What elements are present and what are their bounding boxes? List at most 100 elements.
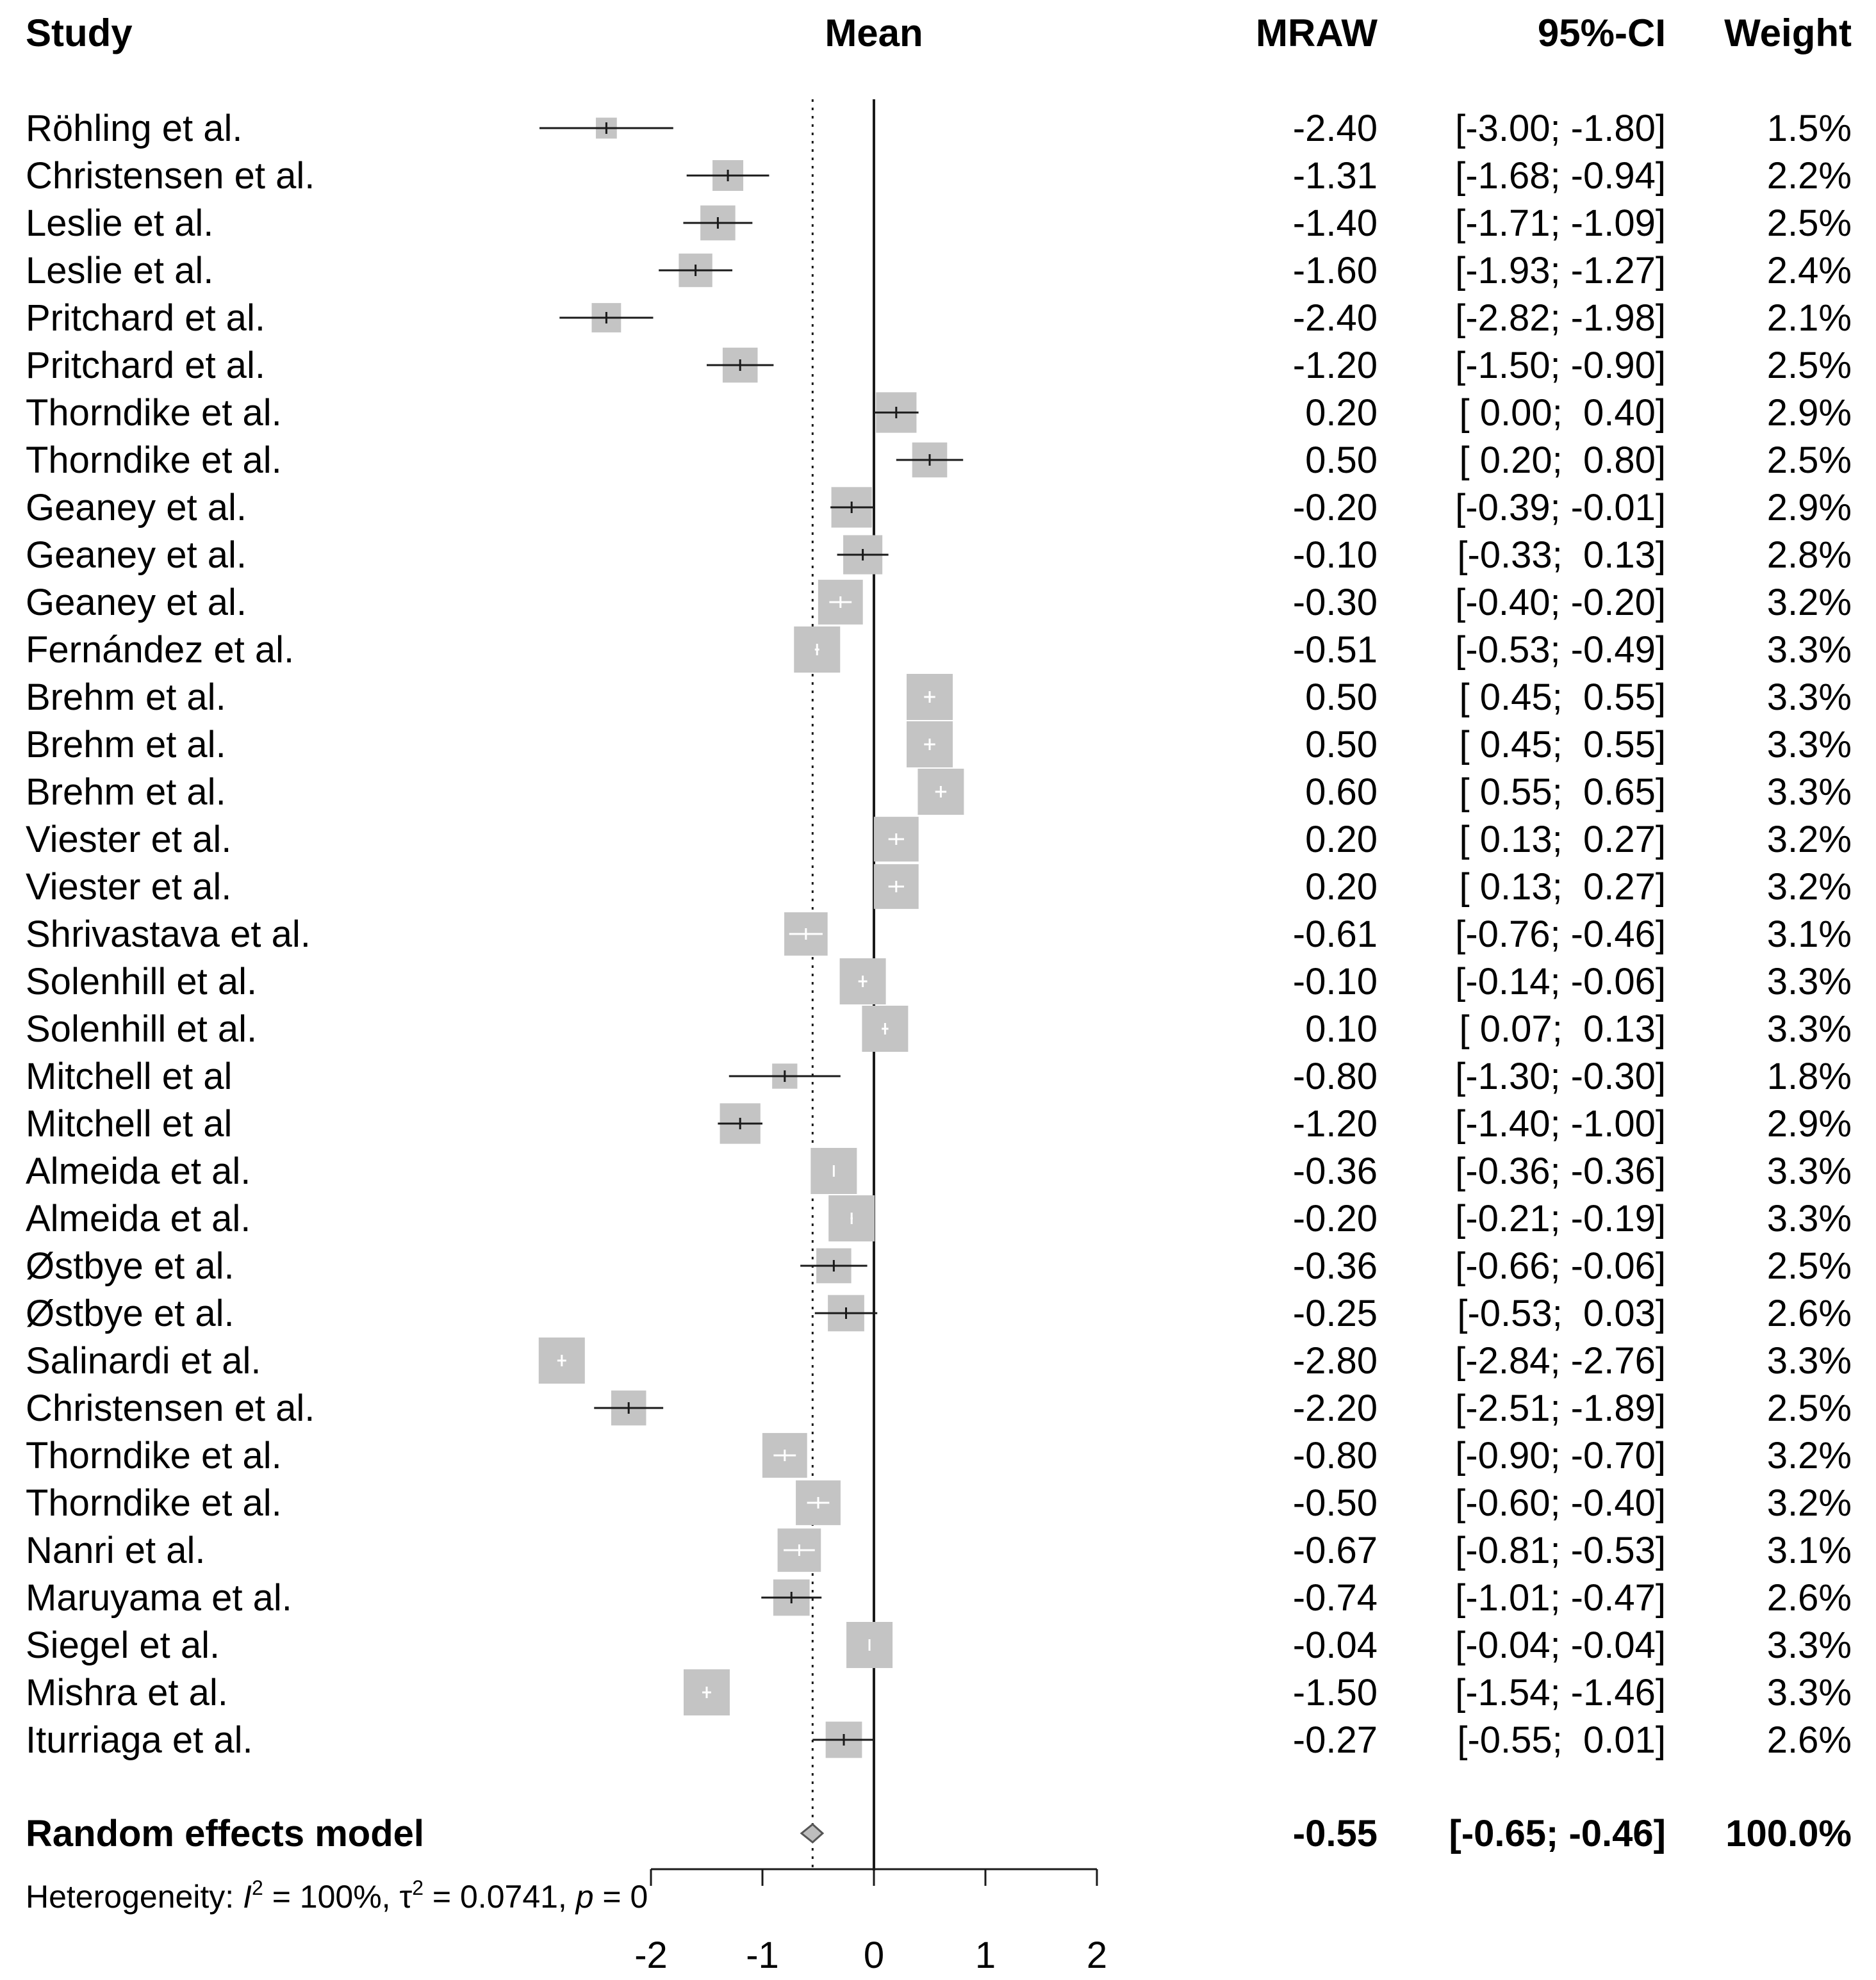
header-weight: Weight [1724, 12, 1852, 54]
pooled-row: Random effects model -0.55 [-0.65; -0.46… [26, 1813, 1852, 1854]
study-name: Almeida et al. [26, 1198, 251, 1240]
weight-value: 3.3% [1767, 1198, 1852, 1240]
mraw-value: -2.80 [1293, 1340, 1378, 1382]
weight-value: 2.9% [1767, 487, 1852, 528]
ci-value: [-1.50; -0.90] [1455, 345, 1666, 386]
heterogeneity-text: Heterogeneity: I2 = 100%, τ2 = 0.0741, p… [26, 1876, 648, 1915]
mraw-value: -0.30 [1293, 582, 1378, 623]
mraw-value: 0.20 [1305, 819, 1378, 860]
pooled-label: Random effects model [26, 1813, 424, 1854]
study-name: Østbye et al. [26, 1293, 234, 1334]
ci-value: [-0.14; -0.06] [1455, 961, 1666, 1002]
pooled-diamond [800, 1823, 825, 1844]
study-row: Christensen et al. -1.31 [-1.68; -0.94] 2.2… [26, 155, 1852, 197]
study-name: Leslie et al. [26, 250, 213, 291]
ci-value: [-0.76; -0.46] [1455, 913, 1666, 955]
study-name: Geaney et al. [26, 534, 247, 576]
ci-value: [-1.54; -1.46] [1455, 1672, 1666, 1714]
study-row: Geaney et al. -0.30 [-0.40; -0.20] 3.2% [26, 580, 1852, 625]
weight-value: 3.3% [1767, 1340, 1852, 1382]
weight-value: 2.1% [1767, 297, 1852, 339]
ci-value: [-3.00; -1.80] [1455, 108, 1666, 149]
study-name: Iturriaga et al. [26, 1719, 253, 1761]
mraw-value: 0.60 [1305, 771, 1378, 813]
study-name: Shrivastava et al. [26, 913, 311, 955]
mraw-value: -0.10 [1293, 961, 1378, 1002]
mraw-value: -0.04 [1293, 1624, 1378, 1666]
mraw-value: -0.67 [1293, 1530, 1378, 1571]
weight-value: 3.2% [1767, 866, 1852, 908]
study-name: Leslie et al. [26, 202, 213, 244]
study-name: Röhling et al. [26, 108, 243, 149]
mraw-value: 0.20 [1305, 392, 1378, 434]
ci-value: [-0.53; 0.03] [1457, 1293, 1666, 1334]
weight-value: 2.9% [1767, 392, 1852, 434]
study-row: Shrivastava et al. -0.61 [-0.76; -0.46] 3.1… [26, 912, 1852, 956]
study-name: Brehm et al. [26, 724, 226, 765]
study-row: Mitchell et al -1.20 [-1.40; -1.00] 2.9% [26, 1103, 1852, 1145]
ci-value: [-0.33; 0.13] [1457, 534, 1666, 576]
header-study: Study [26, 12, 133, 54]
mraw-value: -1.20 [1293, 1103, 1378, 1145]
weight-value: 2.6% [1767, 1577, 1852, 1619]
mraw-value: -0.61 [1293, 913, 1378, 955]
study-name: Pritchard et al. [26, 345, 265, 386]
study-row: Röhling et al. -2.40 [-3.00; -1.80] 1.5% [26, 108, 1852, 149]
mraw-value: -0.51 [1293, 629, 1378, 671]
ci-value: [ 0.20; 0.80] [1460, 439, 1666, 481]
mraw-value: -0.74 [1293, 1577, 1378, 1619]
weight-value: 3.2% [1767, 1482, 1852, 1524]
study-row: Thorndike et al. -0.50 [-0.60; -0.40] 3.2% [26, 1480, 1852, 1525]
study-row: Mitchell et al -0.80 [-1.30; -0.30] 1.8% [26, 1056, 1852, 1097]
pooled-weight: 100.0% [1725, 1813, 1852, 1854]
study-row: Solenhill et al. 0.10 [ 0.07; 0.13] 3.3% [26, 1006, 1852, 1052]
study-name: Viester et al. [26, 819, 231, 860]
weight-value: 3.3% [1767, 1672, 1852, 1714]
weight-value: 2.5% [1767, 1387, 1852, 1429]
study-row: Pritchard et al. -1.20 [-1.50; -0.90] 2.5% [26, 345, 1852, 386]
study-name: Almeida et al. [26, 1150, 251, 1192]
study-row: Solenhill et al. -0.10 [-0.14; -0.06] 3.3% [26, 958, 1852, 1004]
weight-value: 2.6% [1767, 1719, 1852, 1761]
weight-value: 3.3% [1767, 724, 1852, 765]
mraw-value: 0.20 [1305, 866, 1378, 908]
weight-value: 2.6% [1767, 1293, 1852, 1334]
header-mraw: MRAW [1256, 12, 1378, 54]
mraw-value: 0.50 [1305, 724, 1378, 765]
study-row: Christensen et al. -2.20 [-2.51; -1.89] 2.5… [26, 1387, 1852, 1429]
x-tick-label: -1 [746, 1935, 779, 1976]
weight-value: 3.3% [1767, 1150, 1852, 1192]
mraw-value: -2.20 [1293, 1387, 1378, 1429]
het-i2-symbol: I [243, 1879, 252, 1915]
weight-value: 1.5% [1767, 108, 1852, 149]
weight-value: 3.3% [1767, 771, 1852, 813]
weight-value: 3.2% [1767, 819, 1852, 860]
study-row: Viester et al. 0.20 [ 0.13; 0.27] 3.2% [26, 817, 1852, 862]
weight-value: 3.3% [1767, 1008, 1852, 1050]
weight-value: 3.2% [1767, 582, 1852, 623]
study-row: Brehm et al. 0.60 [ 0.55; 0.65] 3.3% [26, 769, 1852, 815]
mraw-value: -2.40 [1293, 108, 1378, 149]
mraw-value: -1.60 [1293, 250, 1378, 291]
het-tau-symbol: τ [399, 1879, 412, 1915]
ci-value: [-0.53; -0.49] [1455, 629, 1666, 671]
study-name: Christensen et al. [26, 1387, 315, 1429]
study-row: Siegel et al. -0.04 [-0.04; -0.04] 3.3% [26, 1622, 1852, 1668]
x-tick-label: -2 [634, 1935, 668, 1976]
study-row: Salinardi et al. -2.80 [-2.84; -2.76] 3.3% [26, 1338, 1852, 1384]
study-row: Pritchard et al. -2.40 [-2.82; -1.98] 2.1% [26, 297, 1852, 339]
study-name: Solenhill et al. [26, 961, 257, 1002]
ci-value: [-2.84; -2.76] [1455, 1340, 1666, 1382]
study-row: Viester et al. 0.20 [ 0.13; 0.27] 3.2% [26, 864, 1852, 909]
study-row: Leslie et al. -1.40 [-1.71; -1.09] 2.5% [26, 202, 1852, 244]
study-row: Nanri et al. -0.67 [-0.81; -0.53] 3.1% [26, 1528, 1852, 1572]
weight-value: 2.5% [1767, 345, 1852, 386]
ci-value: [-1.71; -1.09] [1455, 202, 1666, 244]
mraw-value: -0.25 [1293, 1293, 1378, 1334]
mraw-value: 0.50 [1305, 676, 1378, 718]
study-name: Solenhill et al. [26, 1008, 257, 1050]
weight-value: 2.9% [1767, 1103, 1852, 1145]
study-name: Geaney et al. [26, 487, 247, 528]
study-name: Thorndike et al. [26, 439, 282, 481]
